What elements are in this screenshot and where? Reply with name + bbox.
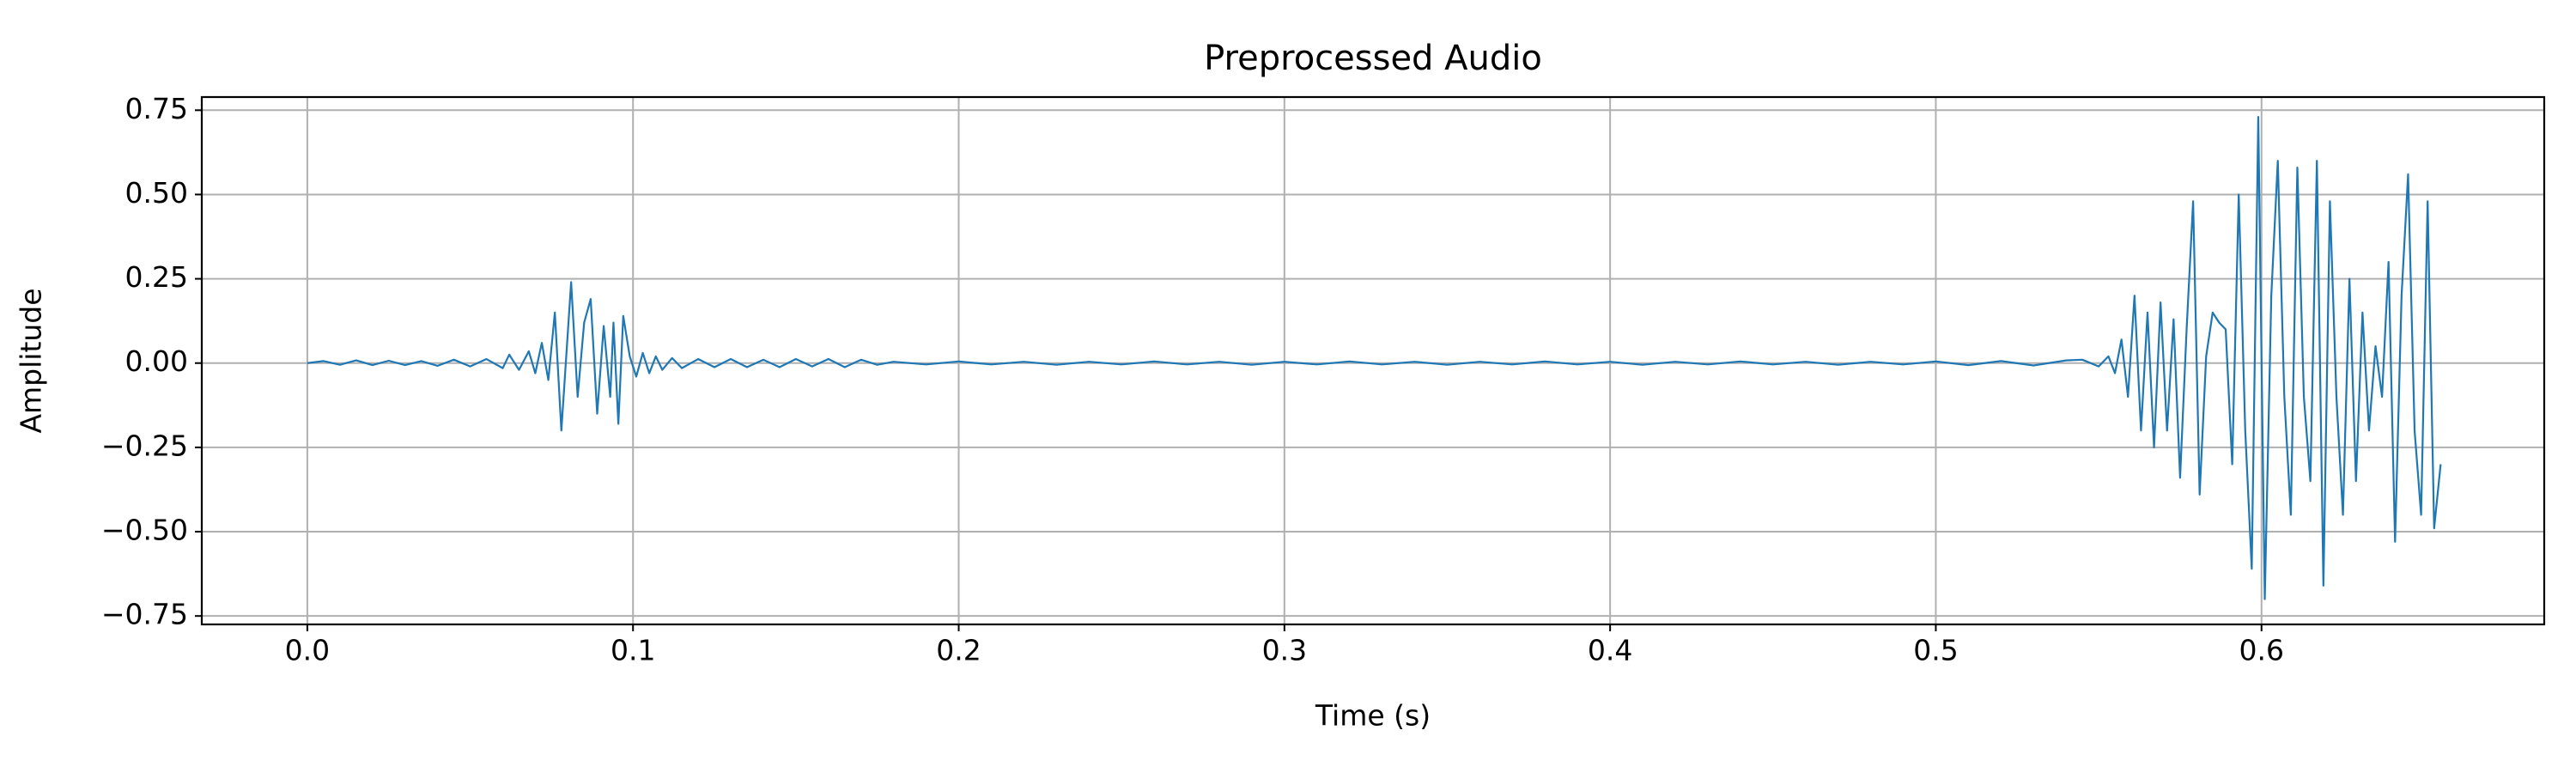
x-axis-label: Time (s) — [1315, 699, 1431, 733]
y-tick-label: −0.75 — [101, 598, 188, 631]
y-axis-label: Amplitude — [15, 288, 48, 433]
y-tick-label: 0.50 — [125, 176, 188, 210]
chart-title: Preprocessed Audio — [1204, 39, 1542, 78]
waveform-line — [307, 116, 2442, 600]
x-tick-label: 0.3 — [1262, 634, 1307, 667]
x-tick-label: 0.2 — [936, 634, 981, 667]
y-tick-label: 0.00 — [125, 344, 188, 378]
y-tick-label: −0.50 — [101, 514, 188, 547]
y-tick-label: 0.25 — [125, 260, 188, 294]
x-tick-label: 0.4 — [1588, 634, 1632, 667]
x-tick-label: 0.5 — [1913, 634, 1958, 667]
x-tick-label: 0.0 — [285, 634, 330, 667]
y-tick-label: −0.25 — [101, 429, 188, 462]
y-tick-label: 0.75 — [125, 92, 188, 125]
plot-frame — [200, 95, 2546, 626]
x-tick-label: 0.6 — [2239, 634, 2284, 667]
x-tick-label: 0.1 — [611, 634, 655, 667]
